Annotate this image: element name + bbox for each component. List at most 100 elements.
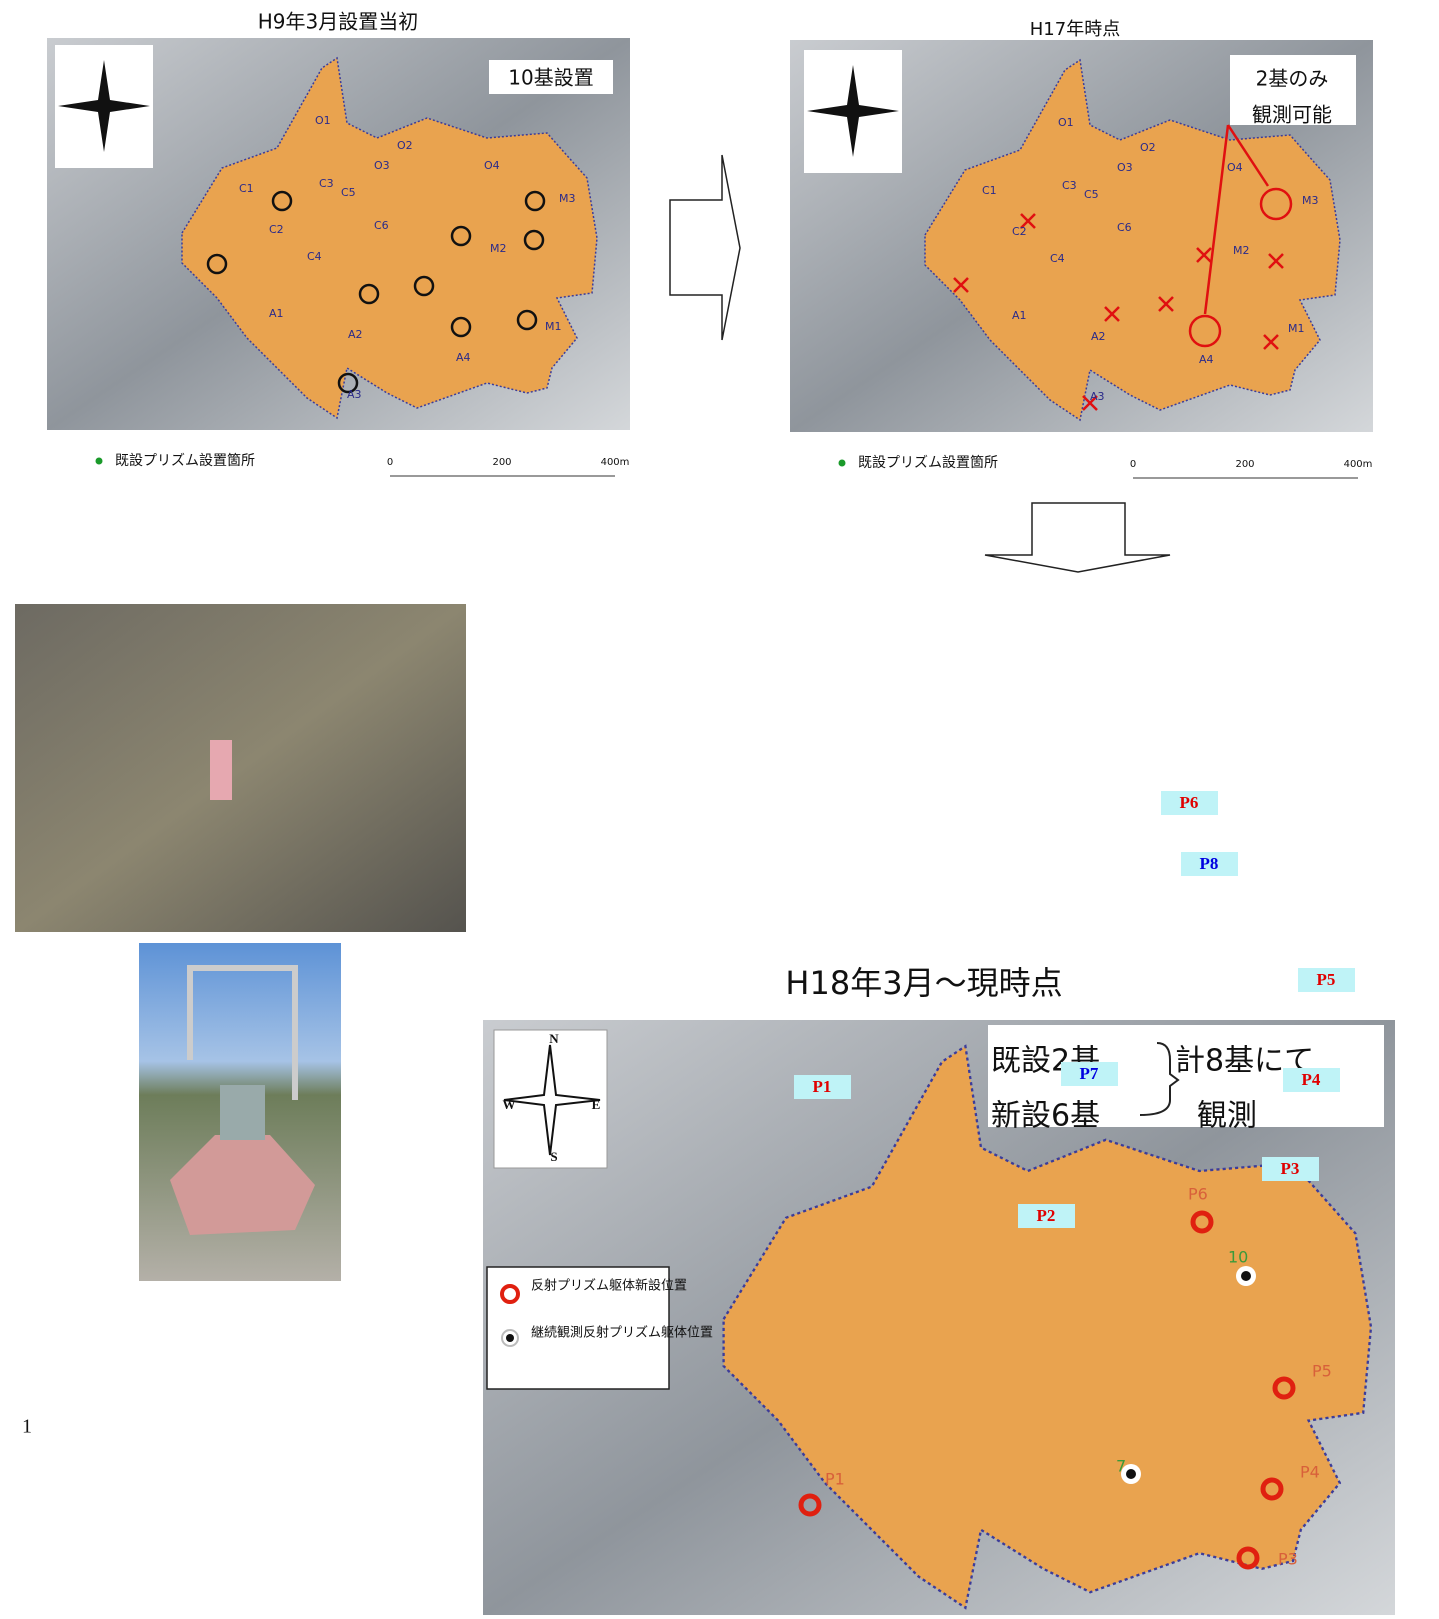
point-label: P6 <box>1188 1185 1208 1204</box>
block-label: M2 <box>490 242 507 255</box>
compass-letter: S <box>550 1149 557 1164</box>
floating-label: P7 <box>1080 1064 1099 1083</box>
floating-label: P6 <box>1180 793 1199 812</box>
block-label: A4 <box>456 351 471 364</box>
photo-frame <box>187 965 298 1100</box>
map-note: 観測可能 <box>1252 103 1332 127</box>
block-label: O2 <box>1140 141 1156 154</box>
floating-label: P5 <box>1317 970 1336 989</box>
block-label: A2 <box>348 328 363 341</box>
block-label: A3 <box>1090 390 1105 403</box>
legend-new-marker <box>500 1284 520 1304</box>
new-prism-markers <box>798 1210 1296 1570</box>
block-label: M3 <box>559 192 576 205</box>
prism-markers <box>206 190 546 394</box>
scale-label: 0 <box>387 457 393 468</box>
point-label: P1 <box>825 1470 845 1489</box>
summary-brace <box>1139 1042 1180 1116</box>
compass-letter: N <box>549 1031 559 1046</box>
floating-label: P4 <box>1302 1070 1321 1089</box>
scale-label: 200 <box>492 457 511 468</box>
note-box <box>489 60 613 94</box>
block-label: O4 <box>1227 161 1243 174</box>
legend-text: 既設プリズム設置箇所 <box>858 454 998 471</box>
photo-base <box>170 1135 315 1235</box>
photo-prism <box>210 740 232 800</box>
legend-dot <box>95 457 103 465</box>
compass-rose <box>58 60 150 152</box>
compass-rose <box>807 65 899 157</box>
block-label: M3 <box>1302 194 1319 207</box>
block-label: C2 <box>269 223 284 236</box>
compass-letter: W <box>503 1097 516 1112</box>
block-label: C1 <box>982 184 997 197</box>
map-title: H17年時点 <box>1030 19 1120 40</box>
scale-label: 0 <box>1130 459 1136 470</box>
floating-label-box <box>1298 968 1355 992</box>
compass-cross <box>503 1044 601 1156</box>
point-label: P4 <box>1300 1463 1320 1482</box>
continued-prism-markers <box>1121 1266 1256 1484</box>
block-label: M2 <box>1233 244 1250 257</box>
map-title: H18年3月～現時点 <box>785 964 1062 1002</box>
floating-label-box <box>1018 1204 1075 1228</box>
block-label: A1 <box>1012 309 1027 322</box>
point-label: P5 <box>1312 1362 1332 1381</box>
compass-letter: E <box>592 1097 601 1112</box>
block-label: C3 <box>1062 179 1077 192</box>
floating-label-box <box>1061 1062 1118 1086</box>
arrow-right <box>669 154 741 341</box>
block-label: C1 <box>239 182 254 195</box>
legend-text: 反射プリズム躯体新設位置 <box>531 1278 687 1294</box>
block-label: O1 <box>1058 116 1074 129</box>
point-label: 10 <box>1228 1248 1248 1267</box>
note-box <box>1230 55 1356 125</box>
legend-text: 継続観測反射プリズム躯体位置 <box>531 1325 713 1341</box>
block-label: C6 <box>1117 221 1132 234</box>
block-label: O3 <box>1117 161 1133 174</box>
block-label: C4 <box>1050 252 1065 265</box>
block-label: O1 <box>315 114 331 127</box>
block-label: A3 <box>347 388 362 401</box>
floating-label: P2 <box>1037 1206 1056 1225</box>
map-note: 2基のみ <box>1256 67 1329 91</box>
block-label: O2 <box>397 139 413 152</box>
block-label: C2 <box>1012 225 1027 238</box>
legend-text: 既設プリズム設置箇所 <box>115 452 255 469</box>
floating-label-box <box>1283 1068 1340 1092</box>
scale-label: 400m <box>1344 459 1373 470</box>
block-label: A2 <box>1091 330 1106 343</box>
block-label: C3 <box>319 177 334 190</box>
summary-text: 新設6基 <box>991 1099 1100 1134</box>
floating-label: P1 <box>813 1077 832 1096</box>
floating-label: P8 <box>1200 854 1219 873</box>
block-label: M1 <box>1288 322 1305 335</box>
scale-label: 200 <box>1235 459 1254 470</box>
scale-label: 400m <box>601 457 630 468</box>
map-title: H9年3月設置当初 <box>258 10 419 34</box>
summary-text: 観測 <box>1197 1099 1257 1134</box>
photo-top <box>220 1085 265 1140</box>
block-label: O3 <box>374 159 390 172</box>
floating-label-box <box>1161 791 1218 815</box>
lost-prism-markers <box>953 124 1293 411</box>
floating-label-box <box>1181 852 1238 876</box>
block-label: A1 <box>269 307 284 320</box>
block-label: M1 <box>545 320 562 333</box>
floating-label-box <box>1262 1157 1319 1181</box>
legend-dot <box>838 459 846 467</box>
point-label: P3 <box>1278 1550 1298 1569</box>
legend-continued-dot <box>506 1334 514 1342</box>
floating-label-box <box>794 1075 851 1099</box>
block-label: O4 <box>484 159 500 172</box>
photo-site <box>15 604 466 932</box>
point-label: 7 <box>1116 1457 1126 1476</box>
page-number: 1 <box>22 1416 32 1438</box>
arrow-down <box>984 502 1171 573</box>
block-label: C5 <box>341 186 356 199</box>
block-label: C4 <box>307 250 322 263</box>
map-note: 10基設置 <box>508 66 593 90</box>
block-label: C6 <box>374 219 389 232</box>
